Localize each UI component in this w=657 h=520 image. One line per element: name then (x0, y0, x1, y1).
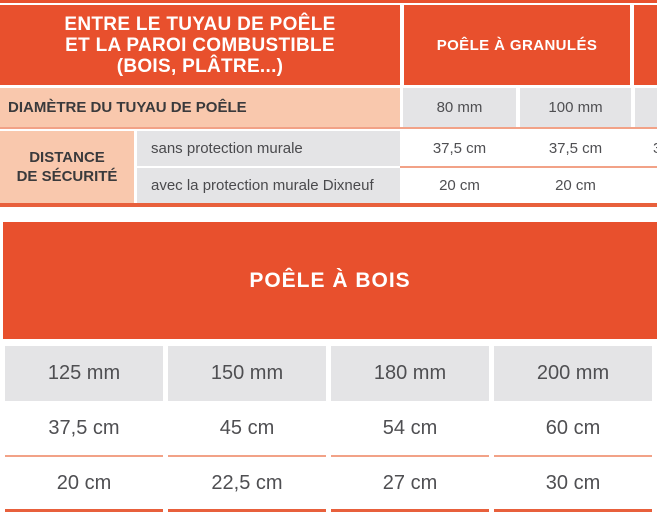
table2-rowA-underline-4 (494, 455, 652, 457)
diameter-label: DIAMÈTRE DU TUYAU DE POÊLE (8, 99, 247, 116)
table2-diameter-200: 200 mm (536, 362, 610, 384)
distance-row2-value-cell-80: 20 cm (403, 168, 516, 203)
distance-row2-label: avec la protection murale Dixneuf (151, 177, 374, 194)
table1-header-line2: ET LA PAROI COMBUSTIBLE (65, 34, 335, 56)
granules-column-title: POÊLE À GRANULÉS (436, 36, 598, 54)
table2-rowA-value-1: 37,5 cm (48, 416, 120, 439)
distance-row1-label-cell: sans protection murale (137, 131, 400, 166)
diameter-label-cell: DIAMÈTRE DU TUYAU DE POÊLE (0, 88, 400, 127)
table2-rowA-cell-4: 60 cm (494, 401, 652, 455)
distance-row1-value-cell-80: 37,5 cm (403, 131, 516, 166)
table2-rowA-cell-2: 45 cm (168, 401, 326, 455)
distance-label-cell: DISTANCE DE SÉCURITÉ (0, 131, 134, 203)
table2-rowA-underline-1 (5, 455, 163, 457)
distance-row1-clipped-fragment: 3 (653, 131, 657, 166)
table2-rowB-cell-1: 20 cm (5, 457, 163, 509)
distance-row1-value-80: 37,5 cm (432, 140, 487, 157)
table2-rowA-value-3: 54 cm (382, 416, 438, 439)
diameter-value-80: 80 mm (436, 99, 483, 116)
distance-row1-label: sans protection murale (151, 140, 303, 157)
table2-rowB-underline-1 (5, 509, 163, 512)
table2-diameter-cell-150: 150 mm (168, 346, 326, 401)
table2-rowA-value-4: 60 cm (545, 416, 601, 439)
separator-line-1 (0, 127, 657, 129)
distance-row2-label-cell: avec la protection murale Dixneuf (137, 168, 400, 203)
table2-diameter-cell-200: 200 mm (494, 346, 652, 401)
distance-row1-value-cell-100: 37,5 cm (520, 131, 631, 166)
diameter-partial-cell (635, 88, 657, 127)
table2-rowA-cell-1: 37,5 cm (5, 401, 163, 455)
table2-rowB-value-4: 30 cm (545, 471, 601, 494)
diameter-value-100: 100 mm (548, 99, 603, 116)
distance-row2-value-100: 20 cm (555, 177, 596, 194)
diameter-value-cell-80: 80 mm (403, 88, 516, 127)
table2-diameter-cell-125: 125 mm (5, 346, 163, 401)
table2-title: POÊLE À BOIS (249, 268, 411, 292)
table1-header-line1: ENTRE LE TUYAU DE POÊLE (64, 13, 336, 35)
table2-rowB-value-3: 27 cm (382, 471, 438, 494)
table1-header-line3: (BOIS, PLÂTRE...) (116, 55, 284, 77)
table2-rowB-value-1: 20 cm (56, 471, 112, 494)
diameter-value-cell-100: 100 mm (520, 88, 631, 127)
table2-rowB-cell-4: 30 cm (494, 457, 652, 509)
table2-rowA-underline-2 (168, 455, 326, 457)
distance-label-line1: DISTANCE (29, 149, 105, 166)
table1-bottom-border (0, 203, 657, 207)
separator-line-2 (400, 166, 657, 168)
table1-header-left-cell: ENTRE LE TUYAU DE POÊLE ET LA PAROI COMB… (0, 5, 400, 85)
distance-label-line2: DE SÉCURITÉ (16, 168, 118, 185)
table2-diameter-180: 180 mm (373, 362, 447, 384)
table2-rowA-underline-3 (331, 455, 489, 457)
table2-rowA-value-2: 45 cm (219, 416, 275, 439)
distance-row1-value-100: 37,5 cm (548, 140, 603, 157)
table2-diameter-150: 150 mm (210, 362, 284, 384)
table2-diameter-cell-180: 180 mm (331, 346, 489, 401)
table2-diameter-125: 125 mm (47, 362, 121, 384)
table2-rowB-value-2: 22,5 cm (211, 471, 283, 494)
table2-rowA-cell-3: 54 cm (331, 401, 489, 455)
table2-rowB-underline-2 (168, 509, 326, 512)
table2-rowB-cell-2: 22,5 cm (168, 457, 326, 509)
table2-rowB-underline-3 (331, 509, 489, 512)
table1-header-granules-cell: POÊLE À GRANULÉS (404, 5, 630, 85)
top-strip (0, 0, 657, 3)
table1-header-partial-cell (634, 5, 657, 85)
distance-row2-value-80: 20 cm (439, 177, 480, 194)
table2-title-block: POÊLE À BOIS (3, 222, 657, 339)
table2-rowB-underline-4 (494, 509, 652, 512)
distance-row2-value-cell-100: 20 cm (520, 168, 631, 203)
table2-rowB-cell-3: 27 cm (331, 457, 489, 509)
